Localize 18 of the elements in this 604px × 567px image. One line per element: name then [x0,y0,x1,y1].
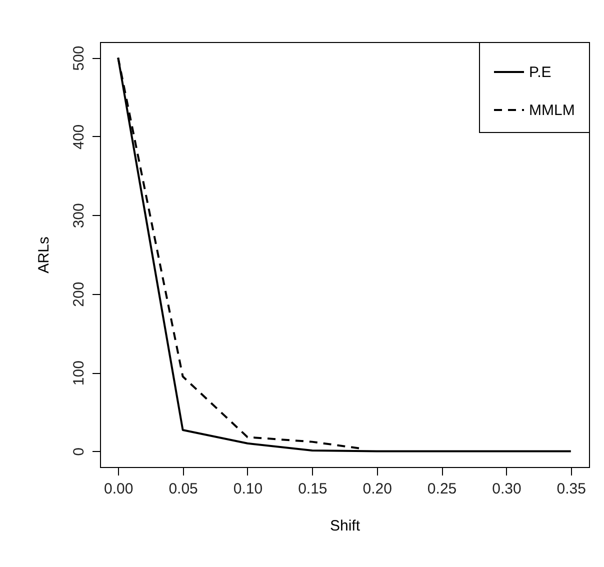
y-tick-label: 0 [70,448,88,456]
x-axis-title: Shift [330,518,361,534]
y-tick-label: 300 [70,203,88,228]
x-tick-label: 0.20 [362,480,392,498]
legend-label: P.E [529,64,552,81]
y-tick-label: 500 [70,46,88,71]
y-tick-label: 200 [70,282,88,307]
x-tick-label: 0.30 [492,480,522,498]
x-tick-label: 0.05 [168,480,198,498]
x-tick-label: 0.35 [556,480,586,498]
y-tick-label: 400 [70,124,88,150]
y-tick-label: 100 [70,360,88,386]
x-tick-label: 0.25 [427,480,457,498]
x-tick-label: 0.00 [104,480,134,498]
x-tick-label: 0.10 [233,480,263,498]
y-axis-title: ARLs [36,236,52,274]
x-tick-label: 0.15 [298,480,328,498]
legend-label: MMLM [529,102,575,119]
